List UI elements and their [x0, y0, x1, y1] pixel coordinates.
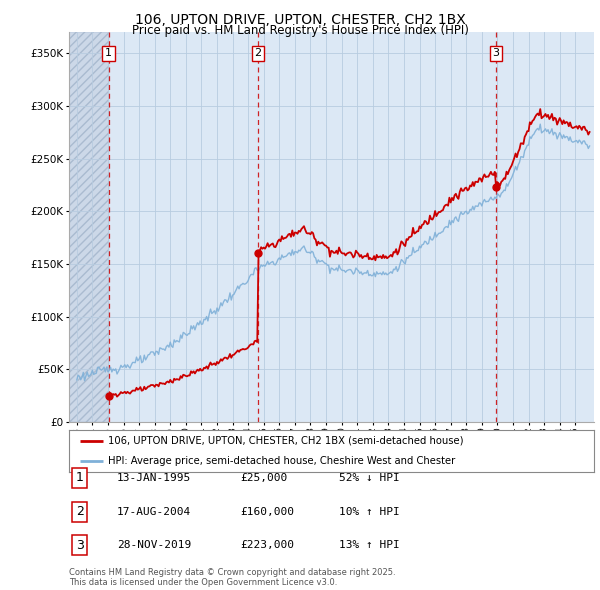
- Text: 13-JAN-1995: 13-JAN-1995: [117, 473, 191, 483]
- Text: 17-AUG-2004: 17-AUG-2004: [117, 507, 191, 516]
- Text: 3: 3: [493, 48, 500, 58]
- Text: 2: 2: [76, 505, 84, 518]
- Text: 106, UPTON DRIVE, UPTON, CHESTER, CH2 1BX: 106, UPTON DRIVE, UPTON, CHESTER, CH2 1B…: [134, 13, 466, 27]
- Text: Contains HM Land Registry data © Crown copyright and database right 2025.
This d: Contains HM Land Registry data © Crown c…: [69, 568, 395, 587]
- Text: Price paid vs. HM Land Registry's House Price Index (HPI): Price paid vs. HM Land Registry's House …: [131, 24, 469, 37]
- Text: 106, UPTON DRIVE, UPTON, CHESTER, CH2 1BX (semi-detached house): 106, UPTON DRIVE, UPTON, CHESTER, CH2 1B…: [109, 436, 464, 446]
- Text: 3: 3: [76, 539, 84, 552]
- Text: 10% ↑ HPI: 10% ↑ HPI: [339, 507, 400, 516]
- Text: HPI: Average price, semi-detached house, Cheshire West and Chester: HPI: Average price, semi-detached house,…: [109, 455, 455, 466]
- Text: 28-NOV-2019: 28-NOV-2019: [117, 540, 191, 550]
- Text: 1: 1: [105, 48, 112, 58]
- Text: 1: 1: [76, 471, 84, 484]
- Bar: [69, 32, 109, 422]
- Text: 2: 2: [254, 48, 262, 58]
- Text: £160,000: £160,000: [240, 507, 294, 516]
- Text: £25,000: £25,000: [240, 473, 287, 483]
- Text: £223,000: £223,000: [240, 540, 294, 550]
- Text: 13% ↑ HPI: 13% ↑ HPI: [339, 540, 400, 550]
- Text: 52% ↓ HPI: 52% ↓ HPI: [339, 473, 400, 483]
